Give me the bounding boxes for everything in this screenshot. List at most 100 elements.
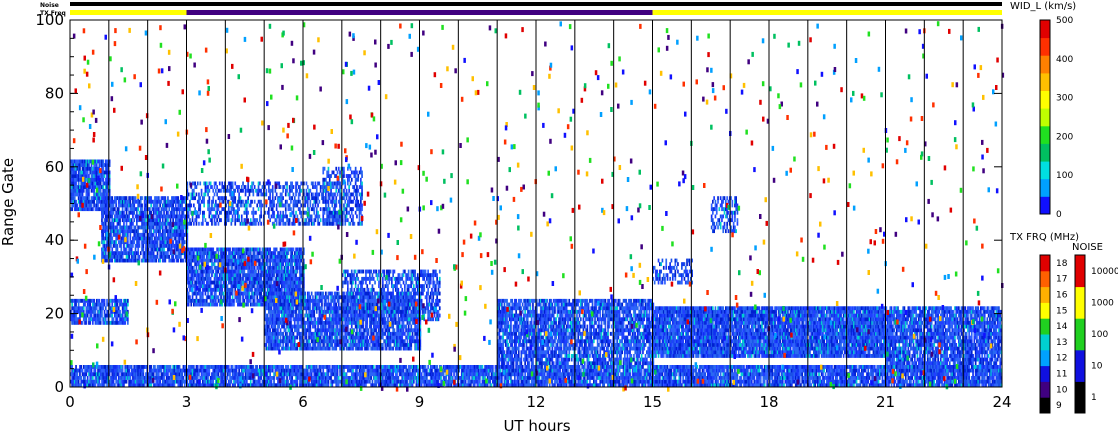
echo-cell <box>186 287 189 292</box>
echo-cell <box>212 262 215 267</box>
echo-cell <box>318 328 321 333</box>
echo-cell <box>277 287 279 292</box>
echo-cell <box>300 306 303 311</box>
echo-cell <box>385 324 388 329</box>
echo-cell <box>93 313 95 318</box>
echo-cell <box>191 196 194 201</box>
echo-cell <box>173 214 176 219</box>
echo-cell <box>380 298 383 303</box>
echo-cell <box>145 254 147 259</box>
echo-cell <box>99 181 102 186</box>
echo-cell <box>233 302 235 307</box>
echo-cell <box>154 199 156 204</box>
echo-cell <box>191 218 194 223</box>
echo-cell <box>99 159 102 164</box>
echo-cell <box>361 331 363 336</box>
echo-cell <box>268 214 270 219</box>
echo-cell <box>249 258 252 263</box>
echo-cell <box>165 251 168 256</box>
echo-cell <box>92 166 94 171</box>
echo-cell <box>203 247 205 252</box>
echo-cell <box>273 328 275 333</box>
echo-cell <box>244 291 247 296</box>
echo-cell <box>216 192 218 197</box>
echo-cell <box>375 302 378 307</box>
echo-cell <box>129 225 132 230</box>
echo-cell <box>108 306 111 311</box>
echo-cell <box>369 306 371 311</box>
echo-cell <box>303 331 305 336</box>
echo-cell <box>81 207 84 212</box>
echo-cell <box>251 287 253 292</box>
echo-cell <box>125 251 128 256</box>
echo-cell <box>112 254 115 259</box>
echo-cell <box>315 306 318 311</box>
echo-cell <box>199 284 202 289</box>
echo-cell <box>291 210 293 215</box>
echo-cell <box>290 313 292 318</box>
echo-cell <box>94 174 97 178</box>
echo-cell <box>177 207 180 212</box>
echo-cell <box>282 346 284 351</box>
echo-cell <box>266 284 269 289</box>
echo-cell <box>111 210 114 215</box>
echo-cell <box>106 170 108 175</box>
echo-cell <box>291 298 293 303</box>
echo-cell <box>335 324 338 329</box>
echo-cell <box>229 276 231 281</box>
echo-cell <box>85 188 88 193</box>
echo-cell <box>235 284 238 289</box>
echo-cell <box>104 254 107 259</box>
echo-cell <box>277 262 279 267</box>
echo-cell <box>104 243 107 248</box>
echo-cell <box>268 328 270 333</box>
echo-cell <box>248 188 251 193</box>
echo-cell <box>269 269 271 274</box>
echo-cell <box>256 273 259 278</box>
echo-cell <box>123 199 125 204</box>
echo-cell <box>207 199 209 204</box>
echo-cell <box>363 346 366 351</box>
echo-cell <box>98 159 101 164</box>
echo-cell <box>284 280 287 285</box>
echo-cell <box>75 317 77 322</box>
echo-cell <box>221 262 224 267</box>
echo-cell <box>207 188 209 193</box>
echo-cell <box>231 214 234 219</box>
echo-cell <box>220 269 222 274</box>
echo-cell <box>200 254 203 259</box>
echo-cell <box>369 324 371 329</box>
echo-cell <box>111 309 114 314</box>
echo-cell <box>365 320 367 325</box>
echo-cell <box>156 225 159 230</box>
echo-cell <box>190 280 193 285</box>
echo-cell <box>240 203 243 208</box>
echo-cell <box>123 298 125 303</box>
echo-cell <box>168 240 171 245</box>
echo-cell <box>90 163 93 167</box>
echo-cell <box>273 251 275 256</box>
echo-cell <box>296 313 299 318</box>
echo-cell <box>275 254 278 259</box>
echo-cell <box>130 240 133 245</box>
echo-cell <box>84 174 86 178</box>
echo-cell <box>79 166 81 171</box>
echo-cell <box>372 320 375 325</box>
echo-cell <box>291 328 293 333</box>
echo-cell <box>291 339 293 344</box>
echo-cell <box>161 254 164 259</box>
echo-cell <box>325 339 327 344</box>
echo-cell <box>186 251 189 256</box>
echo-cell <box>312 207 314 212</box>
echo-cell <box>90 188 93 193</box>
echo-cell <box>287 273 290 278</box>
echo-cell <box>160 247 163 252</box>
echo-cell <box>253 287 256 292</box>
echo-cell <box>176 243 178 248</box>
echo-cell <box>290 295 292 300</box>
echo-cell <box>383 313 385 318</box>
echo-cell <box>291 291 293 296</box>
echo-cell <box>93 166 95 171</box>
echo-cell <box>290 280 292 285</box>
echo-cell <box>297 295 300 300</box>
